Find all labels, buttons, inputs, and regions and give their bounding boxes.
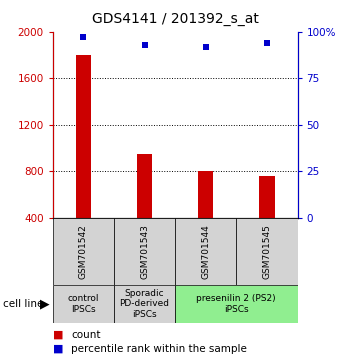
Text: presenilin 2 (PS2)
iPSCs: presenilin 2 (PS2) iPSCs — [197, 294, 276, 314]
FancyBboxPatch shape — [114, 285, 175, 323]
Bar — [198, 171, 214, 218]
FancyBboxPatch shape — [175, 285, 298, 323]
FancyBboxPatch shape — [114, 218, 175, 285]
Text: GSM701545: GSM701545 — [262, 224, 271, 279]
Text: Sporadic
PD-derived
iPSCs: Sporadic PD-derived iPSCs — [119, 289, 170, 319]
Bar — [137, 154, 152, 218]
Text: ▶: ▶ — [40, 297, 49, 310]
FancyBboxPatch shape — [175, 218, 236, 285]
Text: percentile rank within the sample: percentile rank within the sample — [71, 344, 247, 354]
FancyBboxPatch shape — [236, 218, 298, 285]
Text: control
IPSCs: control IPSCs — [68, 294, 99, 314]
Text: GSM701542: GSM701542 — [79, 224, 88, 279]
FancyBboxPatch shape — [53, 285, 114, 323]
Text: cell line: cell line — [3, 299, 44, 309]
Text: GSM701543: GSM701543 — [140, 224, 149, 279]
Text: GSM701544: GSM701544 — [201, 224, 210, 279]
Bar — [259, 176, 275, 218]
Text: ■: ■ — [53, 344, 63, 354]
Text: ■: ■ — [53, 330, 63, 339]
Text: GDS4141 / 201392_s_at: GDS4141 / 201392_s_at — [92, 12, 258, 27]
Text: count: count — [71, 330, 101, 339]
Bar — [75, 55, 91, 218]
FancyBboxPatch shape — [53, 218, 114, 285]
